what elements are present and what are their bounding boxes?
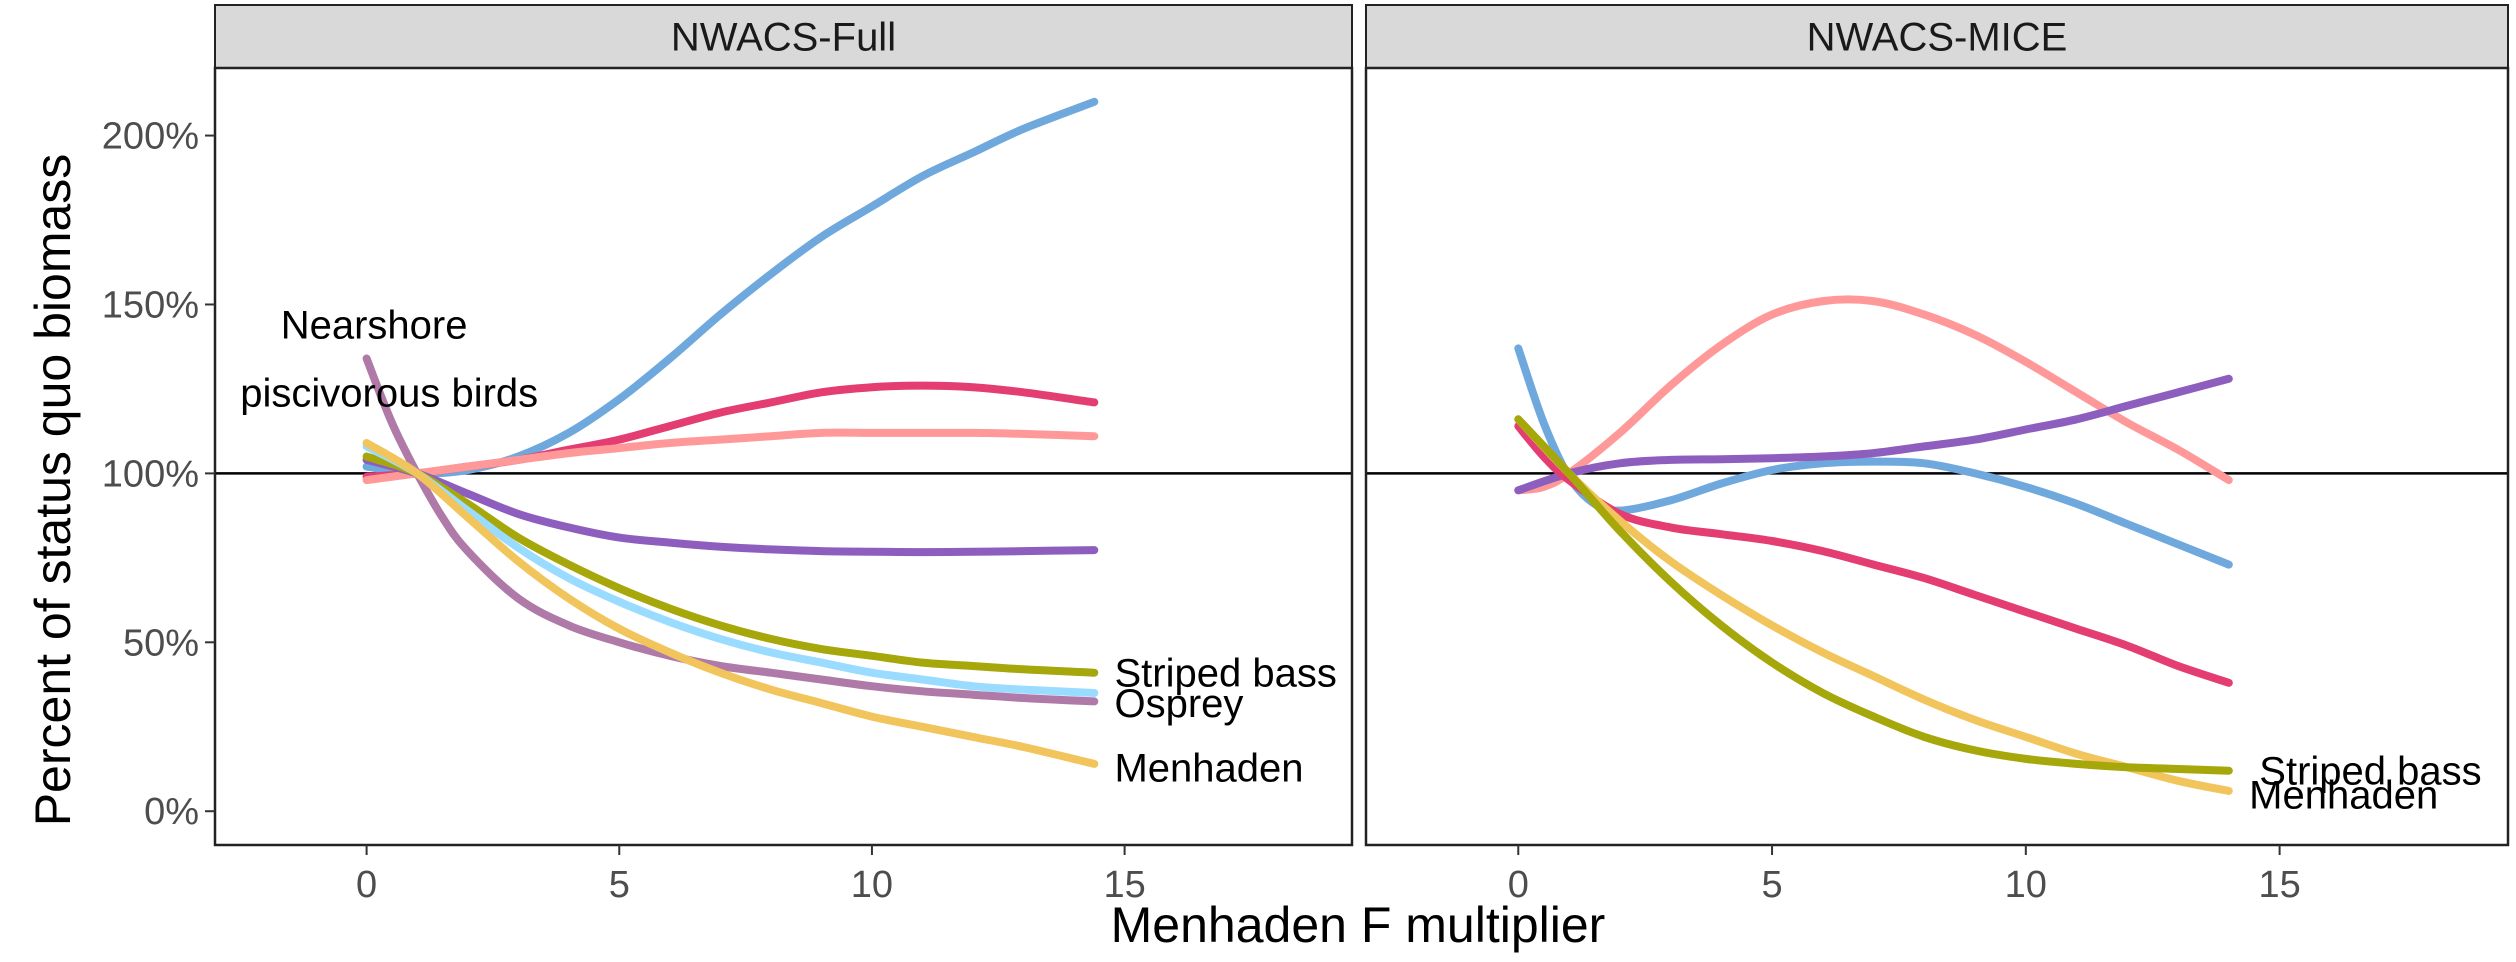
series-label: Menhaden — [2249, 773, 2438, 817]
panels-layer: NWACS-Full Nearshore piscivorous birds Stri… — [213, 4, 2510, 847]
panel-border — [213, 66, 1354, 847]
x-tick-label: 10 — [2005, 864, 2047, 906]
series-label: Menhaden — [1114, 746, 1303, 790]
y-tick-label: 200% — [102, 116, 199, 158]
series-line-5 — [362, 452, 1099, 677]
x-tick-label: 15 — [2258, 864, 2300, 906]
series-line-3 — [1514, 374, 2233, 495]
panel-strip — [214, 4, 1353, 69]
series-line-4 — [362, 455, 1099, 557]
x-tick-label: 15 — [1103, 864, 1145, 906]
y-ticks-layer: 0% 50% 100% 150% 200% — [102, 116, 215, 833]
y-tick-label: 50% — [123, 622, 199, 664]
series-label: Osprey — [1114, 682, 1243, 726]
y-tick-label: 100% — [102, 453, 199, 495]
x-axis-title: Menhaden F multiplier — [1111, 897, 1606, 953]
series-label: Striped bass — [2259, 750, 2481, 794]
series-line-3 — [362, 428, 1099, 485]
x-tick-label: 5 — [609, 864, 630, 906]
y-axis-title: Percent of status quo biomass — [25, 154, 81, 827]
panel-border — [1364, 66, 2510, 847]
series-line-5 — [1514, 415, 2233, 795]
panel-strip — [1365, 4, 2509, 69]
series-label: piscivorous birds — [240, 371, 538, 415]
x-tick-label: 5 — [1761, 864, 1782, 906]
series-label: Striped bass — [1114, 652, 1336, 696]
series-group — [362, 97, 1099, 768]
x-tick-label: 10 — [851, 864, 893, 906]
series-line-2 — [1514, 295, 2233, 495]
x-tick-label: 0 — [1508, 864, 1529, 906]
series-group — [1514, 295, 2233, 795]
x-ticks-layer: 0 5 10 15 0 5 10 15 — [356, 845, 2301, 906]
series-line-1 — [362, 97, 1099, 478]
x-tick-label: 0 — [356, 864, 377, 906]
panel-title: NWACS-MICE — [1807, 16, 2068, 60]
y-tick-label: 0% — [144, 791, 199, 833]
y-tick-label: 150% — [102, 284, 199, 326]
panel-1: NWACS-Full Nearshore piscivorous birds Stri… — [213, 4, 1354, 847]
series-label: Nearshore — [281, 304, 468, 348]
series-line-6 — [1514, 415, 2233, 775]
series-line-6 — [362, 442, 1099, 697]
panel-title: NWACS-Full — [671, 16, 896, 60]
series-line-8 — [362, 439, 1099, 768]
